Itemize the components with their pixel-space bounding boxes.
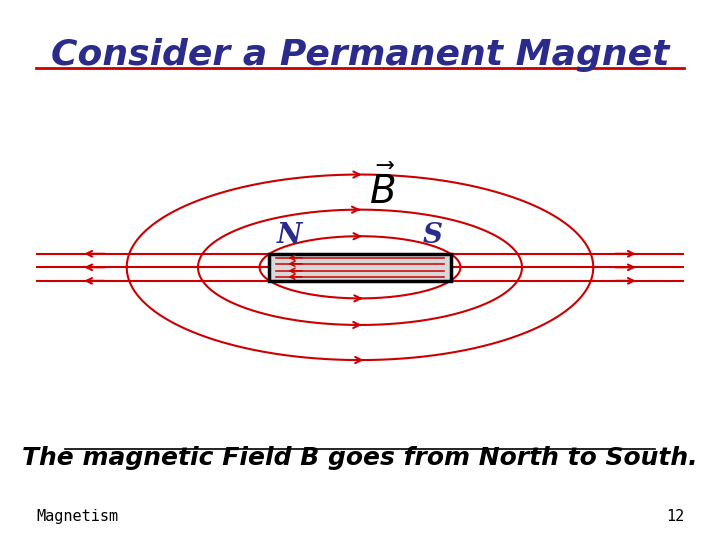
Text: N: N: [277, 222, 302, 249]
Bar: [269, 253, 451, 281]
Text: Magnetism: Magnetism: [36, 509, 118, 524]
Text: 12: 12: [666, 509, 684, 524]
Text: The magnetic Field B goes from North to South.: The magnetic Field B goes from North to …: [22, 446, 698, 469]
Text: Consider a Permanent Magnet: Consider a Permanent Magnet: [51, 38, 669, 72]
Text: $\vec{B}$: $\vec{B}$: [369, 167, 396, 212]
Text: S: S: [423, 222, 443, 249]
